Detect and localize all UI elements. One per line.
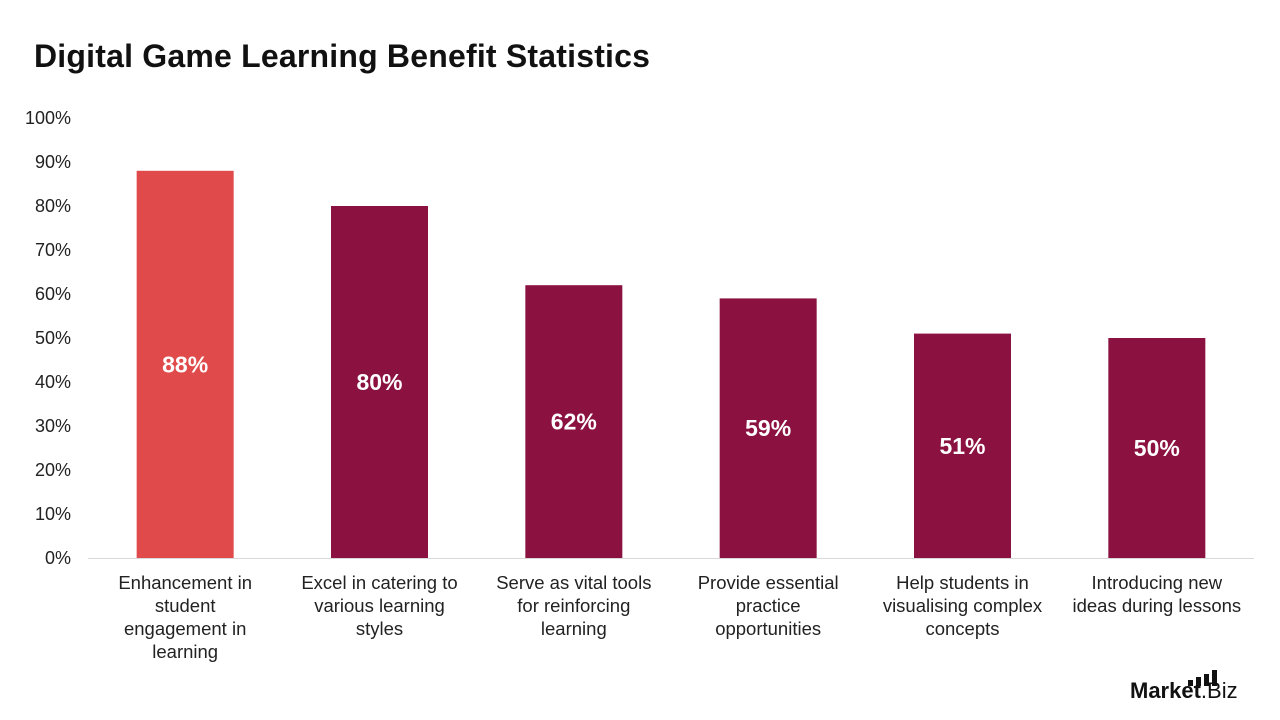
category-label-line: Introducing new	[1092, 572, 1223, 593]
category-label-line: student	[155, 595, 216, 616]
logo-word: Market	[1130, 678, 1201, 703]
logo-bars-icon	[1188, 670, 1228, 686]
category-label: Help students in visualising complex conce…	[883, 572, 1043, 639]
data-label: 62%	[551, 409, 597, 435]
y-tick-label: 90%	[35, 152, 71, 172]
category-label: Serve as vital tools for reinforcing learn…	[496, 572, 651, 639]
chart-title: Digital Game Learning Benefit Statistics	[34, 38, 651, 74]
data-label: 51%	[939, 433, 985, 459]
y-tick-label: 20%	[35, 460, 71, 480]
bar[interactable]	[525, 285, 623, 558]
category-label-line: learning	[541, 618, 607, 639]
category-label-line: Serve as vital tools	[496, 572, 651, 593]
category-label-line: for reinforcing	[517, 595, 630, 616]
category-label-line: Provide essential	[698, 572, 839, 593]
data-label: 88%	[162, 351, 208, 377]
y-tick-label: 10%	[35, 504, 71, 524]
category-label-line: styles	[356, 618, 403, 639]
category-label-line: Enhancement in	[118, 572, 252, 593]
category-label: Provide essential practice opportunities	[698, 572, 839, 639]
bar[interactable]	[1108, 338, 1206, 558]
bar[interactable]	[914, 333, 1011, 558]
logo-text: Market.Biz	[1130, 678, 1238, 704]
category-label-line: learning	[152, 641, 218, 662]
category-label: Enhancement in student engagement in learni…	[118, 572, 252, 662]
logo-suffix: .Biz	[1200, 678, 1238, 703]
y-tick-label: 100%	[25, 108, 71, 128]
bar[interactable]	[136, 170, 234, 559]
category-label-line: opportunities	[715, 618, 821, 639]
y-tick-label: 60%	[35, 284, 71, 304]
category-label-line: ideas during lessons	[1072, 595, 1241, 616]
y-tick-label: 70%	[35, 240, 71, 260]
data-label: 50%	[1134, 435, 1180, 461]
data-label: 80%	[356, 369, 402, 395]
category-label-line: Help students in	[896, 572, 1029, 593]
marketbiz-logo: Market.Biz	[1130, 670, 1260, 710]
category-label-line: practice	[736, 595, 801, 616]
bar[interactable]	[719, 298, 817, 558]
category-label-line: various learning	[314, 595, 445, 616]
y-tick-label: 50%	[35, 328, 71, 348]
bar[interactable]	[331, 206, 428, 558]
y-tick-label: 0%	[45, 548, 71, 568]
category-label-line: Excel in catering to	[301, 572, 457, 593]
category-label-line: visualising complex	[883, 595, 1043, 616]
y-tick-label: 40%	[35, 372, 71, 392]
y-tick-label: 80%	[35, 196, 71, 216]
category-label: Introducing new ideas during lessons	[1072, 572, 1241, 616]
category-label-line: engagement in	[124, 618, 246, 639]
y-tick-label: 30%	[35, 416, 71, 436]
data-label: 59%	[745, 415, 791, 441]
category-label: Excel in catering to various learning styl…	[301, 572, 457, 639]
category-label-line: concepts	[925, 618, 999, 639]
